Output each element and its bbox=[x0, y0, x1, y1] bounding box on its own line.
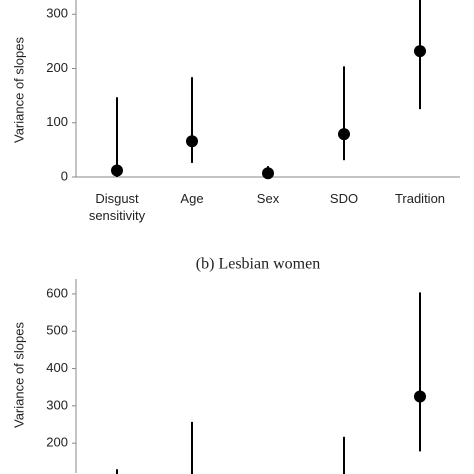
y-tick-label: 0 bbox=[61, 168, 68, 183]
point bbox=[338, 128, 350, 141]
y-tick-label: 500 bbox=[46, 323, 68, 338]
y-tick-label: 300 bbox=[46, 6, 68, 21]
y-axis-label: Variance of slopes bbox=[11, 322, 26, 428]
x-tick-label: Disgust sensitivity bbox=[88, 191, 146, 223]
y-tick-label: 400 bbox=[46, 360, 68, 375]
point bbox=[414, 45, 426, 58]
x-tick-label: Sex bbox=[256, 191, 280, 206]
x-tick-label: Age bbox=[180, 191, 204, 206]
point bbox=[262, 167, 274, 180]
y-tick-label: 200 bbox=[46, 60, 68, 75]
panel-title: (b) Lesbian women bbox=[196, 256, 320, 273]
point bbox=[111, 164, 123, 177]
x-tick-label: Tradition bbox=[394, 191, 446, 206]
x-tick-label: SDO bbox=[329, 191, 359, 206]
y-axis-label: Variance of slopes bbox=[11, 37, 26, 143]
y-tick-label: 300 bbox=[46, 397, 68, 412]
y-tick-label: 200 bbox=[46, 435, 68, 450]
y-tick-label: 600 bbox=[46, 285, 68, 300]
point bbox=[186, 135, 198, 148]
y-tick-label: 100 bbox=[46, 114, 68, 129]
point bbox=[414, 390, 426, 403]
